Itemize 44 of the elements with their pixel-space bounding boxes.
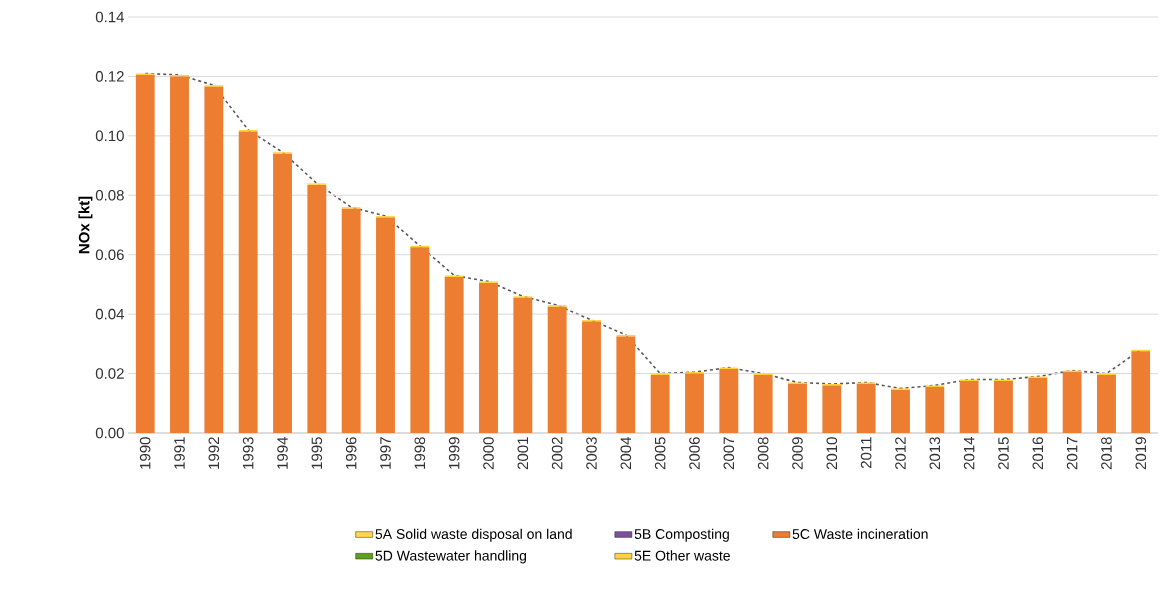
y-tick-label: 0.02	[95, 368, 124, 379]
legend-label: 5B Composting	[634, 528, 729, 542]
x-tick-label: 2006	[689, 437, 700, 470]
x-tick-label: 2008	[757, 437, 769, 470]
x-tick-label: 2013	[929, 437, 941, 470]
legend-label: 5C Waste incineration	[792, 528, 928, 539]
x-tick-label: 2003	[586, 437, 597, 470]
y-tick-label: 0.12	[95, 71, 124, 82]
y-tick-label: 0.08	[95, 189, 124, 201]
x-tick-label: 2007	[723, 437, 735, 470]
x-tick-label: 1991	[174, 437, 185, 469]
x-tick-label: 2017	[1066, 437, 1078, 470]
x-tick-label: 2004	[620, 436, 632, 470]
x-tick-label: 1993	[242, 437, 254, 469]
legend-label: 5A Solid waste disposal on land	[375, 528, 572, 542]
legend-label: 5D Wastewater handling	[375, 550, 527, 564]
y-tick-label: 0.10	[95, 130, 124, 142]
x-tick-label: 2015	[998, 437, 1009, 470]
x-tick-label: 2010	[826, 437, 838, 470]
y-tick-label: 0.06	[95, 249, 124, 261]
x-tick-label: 1999	[448, 437, 460, 469]
y-tick-label: 0.14	[95, 11, 125, 23]
x-tick-label: 1990	[139, 437, 151, 469]
legend-label: 5E Other waste	[634, 550, 730, 561]
x-tick-label: 2012	[895, 437, 906, 470]
x-tick-label: 2016	[1032, 437, 1044, 470]
x-tick-label: 1994	[277, 436, 288, 469]
y-tick-label: 0.00	[95, 427, 124, 439]
x-tick-label: 2014	[963, 436, 975, 470]
x-tick-label: 2011	[860, 437, 872, 469]
x-tick-label: 2005	[654, 437, 666, 470]
x-tick-label: 1997	[380, 437, 391, 469]
x-tick-label: 2002	[551, 437, 563, 470]
x-tick-label: 2001	[517, 437, 529, 470]
y-tick-label: 0.04	[95, 308, 125, 320]
x-tick-label: 1992	[208, 437, 220, 469]
x-tick-label: 2000	[483, 437, 494, 470]
x-tick-label: 2018	[1101, 437, 1112, 470]
x-tick-label: 1995	[311, 437, 323, 469]
x-tick-label: 1996	[345, 437, 357, 469]
y-axis-title: NOx [kt]	[78, 196, 93, 254]
x-tick-label: 2019	[1135, 437, 1147, 470]
x-tick-label: 1998	[414, 437, 426, 469]
x-tick-label: 2009	[792, 437, 803, 470]
